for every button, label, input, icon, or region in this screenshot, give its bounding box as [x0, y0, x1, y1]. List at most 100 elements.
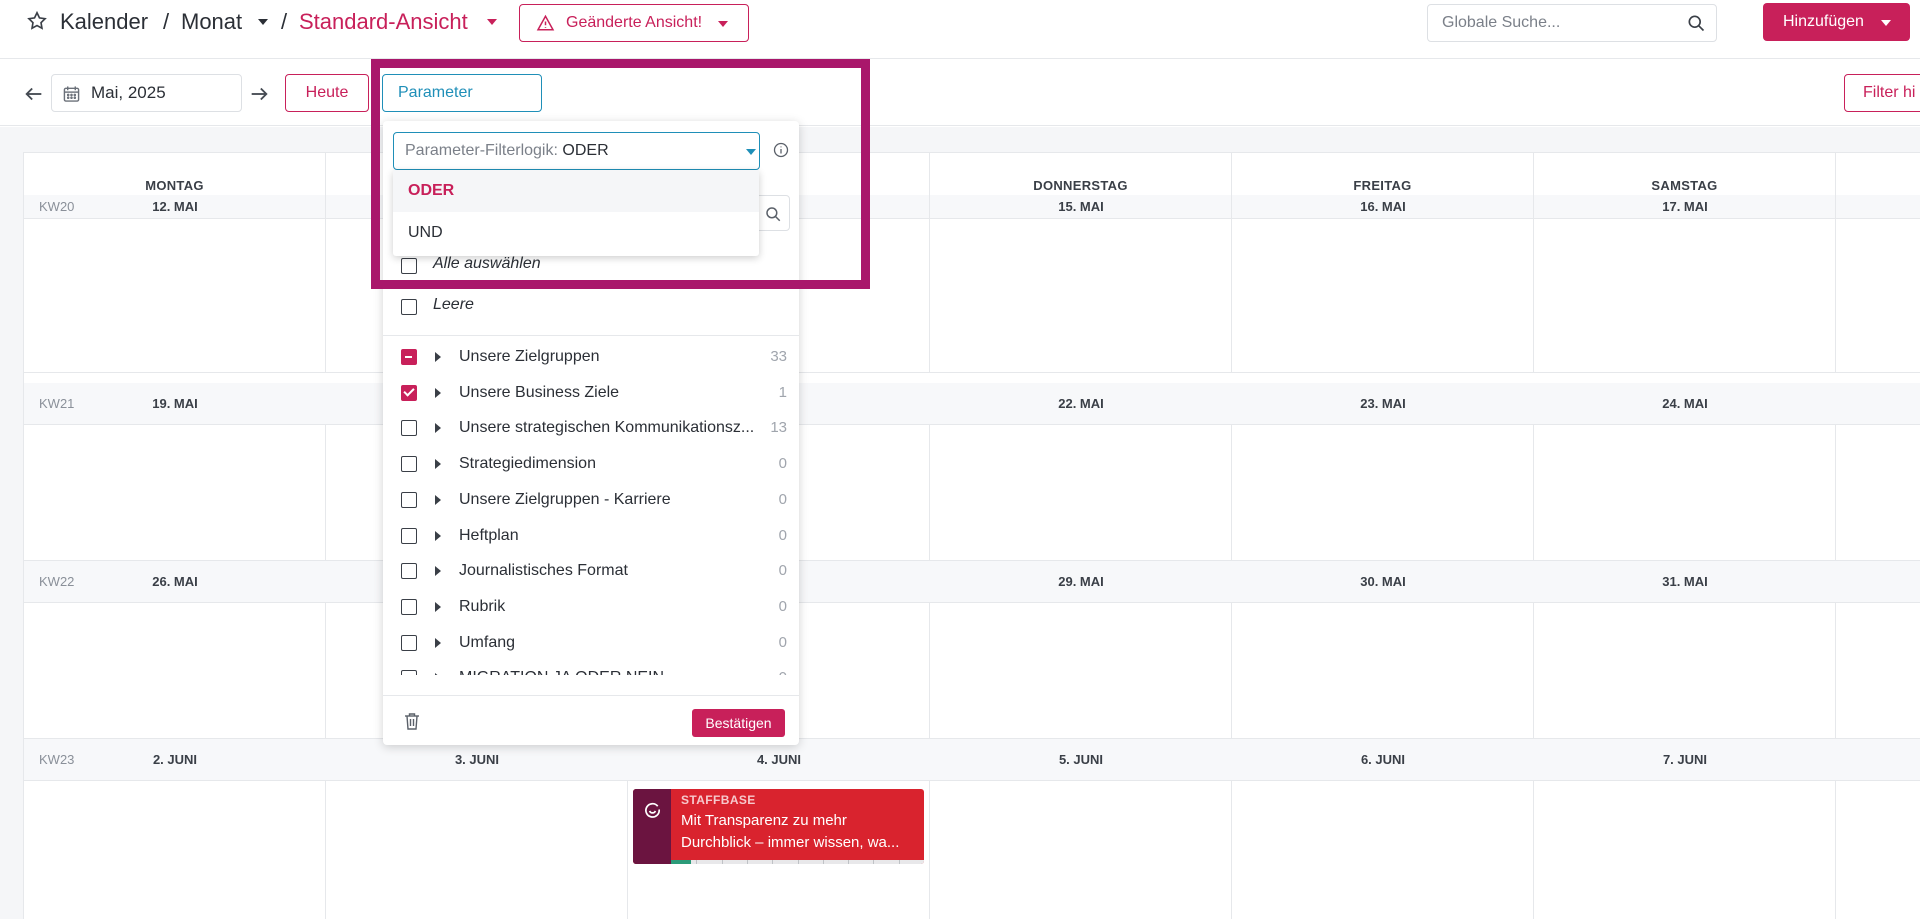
day-number[interactable]: 31. MAI	[1662, 574, 1708, 589]
day-cell[interactable]	[930, 739, 1232, 919]
parameter-tree-item[interactable]: Journalistisches Format 0	[383, 555, 799, 591]
progress-segment-divider	[797, 860, 799, 864]
parameter-checkbox[interactable]	[401, 420, 417, 437]
chevron-down-icon[interactable]	[258, 19, 268, 25]
day-number[interactable]: 15. MAI	[1058, 199, 1104, 214]
changed-view-label: Geänderte Ansicht!	[566, 14, 703, 31]
week-row: KW20 12. MAI 15. MAI 16. MAI 17. MAI	[24, 195, 1920, 373]
day-number[interactable]: 19. MAI	[152, 396, 198, 411]
parameter-checkbox[interactable]	[401, 634, 417, 651]
parameter-tree-item[interactable]: Umfang 0	[383, 627, 799, 663]
day-number[interactable]: 22. MAI	[1058, 396, 1104, 411]
date-picker[interactable]: Mai, 2025	[51, 74, 242, 112]
search-icon[interactable]	[1686, 13, 1706, 33]
expand-arrow-icon[interactable]	[435, 566, 441, 577]
day-cell[interactable]	[628, 561, 930, 738]
parameter-checkbox[interactable]	[401, 563, 417, 580]
parameter-checkbox[interactable]	[401, 670, 417, 675]
day-cell[interactable]	[930, 561, 1232, 738]
day-cell[interactable]	[930, 383, 1232, 560]
filter-logic-select[interactable]: Parameter-Filterlogik: ODER	[393, 132, 760, 170]
add-filter-button[interactable]: Filter hi	[1844, 74, 1920, 112]
event-card[interactable]: STAFFBASE Mit Transparenz zu mehr Durchb…	[633, 789, 924, 864]
add-button[interactable]: Hinzufügen	[1763, 3, 1910, 41]
day-cell[interactable]	[930, 195, 1232, 372]
day-number[interactable]: 30. MAI	[1360, 574, 1406, 589]
day-number[interactable]: 12. MAI	[152, 199, 198, 214]
expand-arrow-icon[interactable]	[435, 459, 441, 470]
day-cell[interactable]	[1232, 561, 1534, 738]
info-icon[interactable]	[773, 142, 789, 158]
arrow-right-icon[interactable]	[248, 83, 270, 105]
logic-option-und[interactable]: UND	[408, 224, 443, 241]
day-cell[interactable]	[24, 561, 326, 738]
select-all-checkbox[interactable]	[401, 258, 417, 274]
expand-arrow-icon[interactable]	[435, 637, 441, 648]
day-cell[interactable]	[326, 739, 628, 919]
breadcrumb-monat[interactable]: Monat	[181, 9, 243, 34]
expand-arrow-icon[interactable]	[435, 423, 441, 434]
day-cell[interactable]	[1534, 739, 1836, 919]
arrow-left-icon[interactable]	[23, 83, 45, 105]
day-cell[interactable]	[628, 739, 930, 919]
day-cell[interactable]	[1232, 383, 1534, 560]
day-number[interactable]: 7. JUNI	[1662, 752, 1708, 767]
breadcrumb-view[interactable]: Standard-Ansicht	[299, 9, 468, 34]
day-cell[interactable]	[628, 195, 930, 372]
day-number[interactable]: 16. MAI	[1360, 199, 1406, 214]
parameter-tree-item[interactable]: Heftplan 0	[383, 520, 799, 556]
confirm-button[interactable]: Bestätigen	[692, 709, 785, 737]
expand-arrow-icon[interactable]	[435, 494, 441, 505]
week-date-bar: KW21 19. MAI 22. MAI 23. MAI 24. MAI	[24, 383, 1920, 425]
today-button[interactable]: Heute	[285, 74, 369, 112]
star-icon[interactable]	[26, 10, 48, 32]
parameter-tree-item[interactable]: Unsere Zielgruppen 33	[383, 341, 799, 377]
expand-arrow-icon[interactable]	[435, 673, 441, 675]
day-number[interactable]: 3. JUNI	[454, 752, 500, 767]
day-number[interactable]: 17. MAI	[1662, 199, 1708, 214]
changed-view-button[interactable]: Geänderte Ansicht!	[519, 4, 749, 42]
parameter-filter-input[interactable]: Parameter	[382, 74, 542, 112]
global-search-input[interactable]	[1442, 5, 1682, 41]
day-cell[interactable]	[1534, 561, 1836, 738]
parameter-checkbox[interactable]	[401, 527, 417, 544]
trash-icon[interactable]	[404, 712, 420, 730]
parameter-checkbox[interactable]	[401, 349, 417, 365]
expand-arrow-icon[interactable]	[435, 601, 441, 612]
week-date-bar: KW22 26. MAI 29. MAI 30. MAI 31. MAI	[24, 561, 1920, 603]
day-cell[interactable]	[24, 195, 326, 372]
expand-arrow-icon[interactable]	[435, 387, 441, 398]
day-number[interactable]: 4. JUNI	[756, 752, 802, 767]
parameter-count: 0	[778, 597, 787, 615]
parameter-tree-item[interactable]: MIGRATION JA ODER NEIN 0	[383, 662, 799, 675]
parameter-tree-item[interactable]: Unsere strategischen Kommunikationsz... 1…	[383, 412, 799, 448]
day-cell[interactable]	[1232, 195, 1534, 372]
expand-arrow-icon[interactable]	[435, 530, 441, 541]
day-cell[interactable]	[24, 739, 326, 919]
parameter-checkbox[interactable]	[401, 456, 417, 473]
expand-arrow-icon[interactable]	[435, 352, 441, 362]
day-number[interactable]: 24. MAI	[1662, 396, 1708, 411]
empty-checkbox[interactable]	[401, 299, 417, 315]
logic-option-oder[interactable]: ODER	[393, 170, 759, 212]
parameter-tree-item[interactable]: Unsere Business Ziele 1	[383, 377, 799, 413]
day-cell[interactable]	[24, 383, 326, 560]
day-cell[interactable]	[1534, 383, 1836, 560]
day-number[interactable]: 6. JUNI	[1360, 752, 1406, 767]
day-number[interactable]: 26. MAI	[152, 574, 198, 589]
day-number[interactable]: 2. JUNI	[152, 752, 198, 767]
chevron-down-icon[interactable]	[487, 19, 497, 25]
parameter-checkbox[interactable]	[401, 384, 417, 401]
day-cell[interactable]	[628, 383, 930, 560]
day-cell[interactable]	[1534, 195, 1836, 372]
day-number[interactable]: 23. MAI	[1360, 396, 1406, 411]
day-number[interactable]: 29. MAI	[1058, 574, 1104, 589]
day-number[interactable]: 5. JUNI	[1058, 752, 1104, 767]
parameter-tree-item[interactable]: Rubrik 0	[383, 591, 799, 627]
parameter-tree-item[interactable]: Strategiedimension 0	[383, 448, 799, 484]
breadcrumb-kalender[interactable]: Kalender	[60, 9, 149, 34]
parameter-checkbox[interactable]	[401, 598, 417, 615]
day-cell[interactable]	[1232, 739, 1534, 919]
parameter-tree-item[interactable]: Unsere Zielgruppen - Karriere 0	[383, 484, 799, 520]
parameter-checkbox[interactable]	[401, 491, 417, 508]
